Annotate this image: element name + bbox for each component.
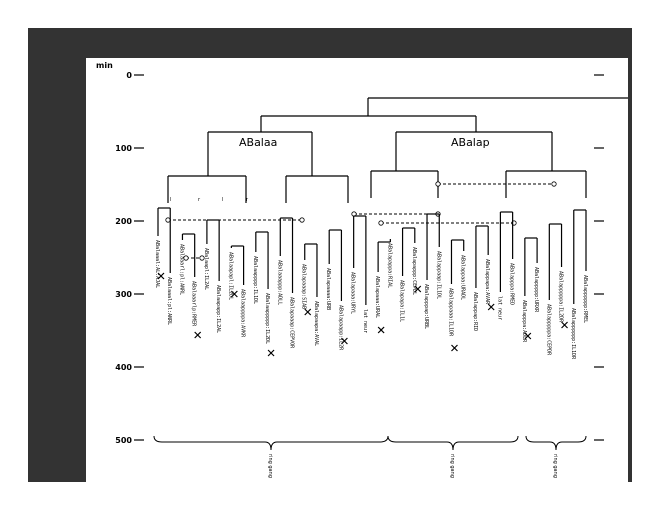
open-node: [435, 181, 441, 187]
cell-name-label: ABalaappppp:IL2DL: [264, 293, 270, 344]
open-node: [183, 255, 189, 261]
axis-tick-label: 0: [126, 71, 132, 80]
cell-name-label: ABalappaa:URADL: [460, 255, 466, 300]
group-brace: [153, 435, 389, 451]
axis-tick-label: 500: [115, 436, 132, 445]
group-label: ring gang: [449, 454, 455, 478]
group-brace: [525, 435, 587, 451]
cell-death-mark: [194, 331, 202, 339]
cell-name-label: ABalapapa:IL1L: [399, 280, 405, 322]
cell-name-label: ABalapaaa:URYL: [350, 272, 356, 314]
group-brace: [387, 435, 519, 451]
open-node: [165, 217, 171, 223]
cell-name-label: ABalapppppp:RMEL: [582, 275, 588, 323]
cell-name-label: ABalappppp:URXR: [533, 267, 539, 313]
cell-name-label: ABalapappp:CEPDL: [411, 247, 417, 295]
cell-name-label: ABalapaapp:IL2R: [337, 305, 343, 351]
lineage-tree: [167, 97, 628, 203]
time-axis-left: 0 100 200 300 400 500: [115, 71, 144, 445]
cell-name-label: ABalapppppa:CEPDR: [545, 304, 551, 356]
branch-side-mark: l: [170, 197, 171, 203]
cell-death-mark: [304, 308, 312, 316]
open-node: [551, 181, 557, 187]
cell-name-label: ABalapaaaa:URB: [325, 268, 331, 310]
sublineage-label-left: ABalaa: [239, 136, 277, 149]
cell-name-label: ABalaapppp:IL1DL: [252, 256, 258, 304]
branch-side-mark: r: [198, 197, 201, 203]
branch-side-mark: r: [246, 197, 249, 203]
axis-tick-label: 400: [115, 363, 132, 372]
cell-name-label: ABalappaaa:IL1DR: [447, 288, 453, 337]
cell-death-mark: [414, 285, 422, 293]
cell-name-label: lat neur: [496, 296, 502, 320]
cell-name-label: lat neur: [362, 309, 368, 333]
cell-name-label: ABalappaap:IL1DL: [435, 251, 441, 299]
cell-name-label: ABalapaaa:URAL: [374, 276, 380, 318]
cell-name-label: ABalaapapl:IL2DL: [227, 252, 233, 300]
cell-name-label: ABalapappa:RIAL: [386, 243, 392, 288]
sublineage-label-right: ABalap: [451, 136, 490, 149]
cell-death-mark: [451, 344, 458, 352]
cell-death-mark: [524, 332, 532, 340]
group-braces: ring gang ring gang ring gang: [153, 435, 587, 478]
cell-name-label: ABalapppap:URBL: [423, 284, 429, 329]
cell-death-mark: [377, 326, 385, 334]
axis-tick-label: 300: [115, 290, 132, 299]
axis-unit-label: min: [96, 61, 113, 70]
open-node: [199, 255, 205, 261]
cell-name-label: ABalaaappp:ADLL: [276, 260, 282, 305]
cell-name-label: ABalaaarlp:RMER: [191, 281, 197, 327]
cell-death-mark: [157, 272, 165, 280]
cell-name-label: ABalapppa:ADLR: [521, 300, 527, 343]
branch-side-mark: l: [222, 197, 223, 203]
cell-name-label: ABalaaal:pl:ANRL: [166, 277, 172, 325]
cell-name-label: ABalappapa:AVAR: [484, 259, 490, 305]
cell-name-label: ABalapaaap:SIAB: [301, 264, 307, 309]
cell-name-label: ABalaaarl:pl:ANRL: [178, 244, 184, 295]
axis-tick-label: 100: [115, 144, 132, 153]
cell-name-label: ABalapppppp:IL1DR: [570, 308, 576, 360]
cell-name-label: ABalaaal:AL:AJAL: [154, 240, 160, 288]
group-label: ring gang: [552, 454, 558, 478]
open-node: [299, 217, 305, 223]
cell-name-label: ABalapaapa:AVAL: [313, 301, 319, 346]
open-node: [378, 220, 384, 226]
cell-name-label: ABalaapapp:IL2AL: [215, 285, 221, 333]
cell-death-mark: [230, 290, 238, 298]
time-axis-right: [594, 74, 604, 441]
terminal-cells: ABalaaal:AL:AJAL ABalaaal:pl:ANRL ABalaaar…: [154, 207, 588, 360]
cell-name-label: ABalaapl:IL2AL: [203, 248, 209, 290]
cell-name-label: ABalapaaap:CEPVOR: [289, 297, 295, 349]
cell-death-mark: [561, 321, 568, 329]
cell-name-label: ABalappap:RID: [472, 292, 478, 331]
group-label: ring gang: [267, 454, 273, 478]
cell-death-mark: [487, 303, 495, 311]
cell-name-label: ABalapppa:RMED: [509, 263, 515, 305]
cell-name-label: ABalapppppa:IL2DR: [558, 271, 564, 323]
cell-death-mark: [341, 337, 348, 345]
cell-death-mark: [267, 349, 275, 357]
axis-tick-label: 200: [115, 217, 132, 226]
cell-name-label: ABalaappppa:AVKR: [240, 289, 246, 338]
